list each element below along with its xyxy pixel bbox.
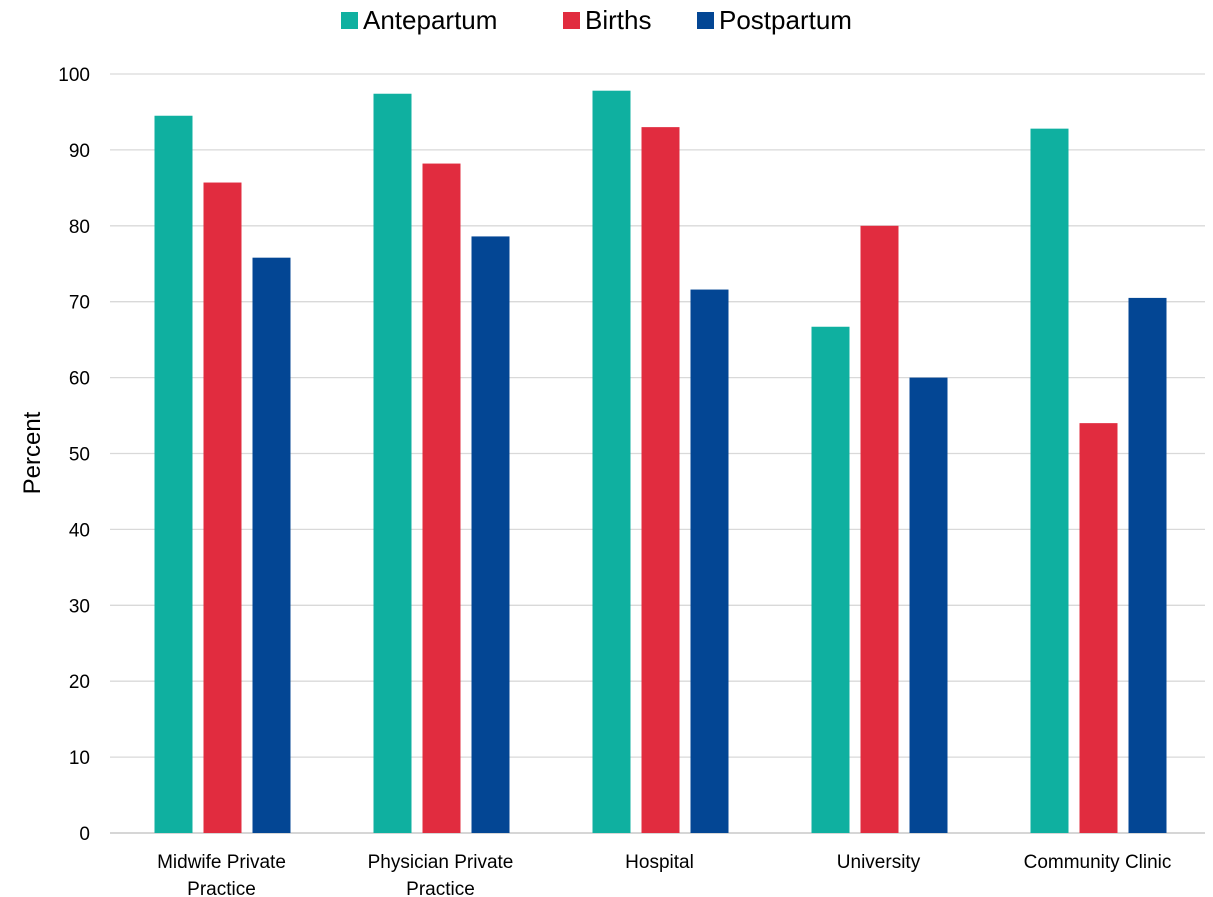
x-tick-label: Practice [187, 879, 256, 897]
bar-postpartum-3 [690, 289, 729, 833]
legend-label-postpartum: Postpartum [719, 5, 852, 35]
bar-births-1 [203, 182, 242, 834]
bar-postpartum-2 [471, 236, 510, 833]
legend-label-births: Births [585, 5, 651, 35]
y-axis-ticks: 0 10 20 30 40 50 60 70 80 90 100 [58, 65, 90, 845]
bar-births-4 [860, 225, 899, 834]
bar-postpartum-5 [1128, 297, 1167, 833]
y-tick-label: 30 [69, 596, 90, 617]
y-axis-title: Percent [19, 411, 46, 494]
legend-label-antepartum: Antepartum [363, 5, 497, 35]
x-tick-label: Midwife Private [157, 852, 286, 873]
bar-antepartum-4 [811, 326, 850, 833]
y-tick-label: 20 [69, 672, 90, 693]
y-tick-label: 80 [69, 217, 90, 238]
y-tick-label: 0 [79, 824, 90, 845]
bars [154, 90, 1167, 834]
legend-swatch-births [563, 12, 580, 29]
bar-antepartum-3 [592, 90, 631, 833]
y-tick-label: 70 [69, 293, 90, 314]
y-tick-label: 10 [69, 748, 90, 769]
chart-legend: Antepartum Births Postpartum [341, 5, 852, 35]
bar-antepartum-2 [373, 93, 412, 833]
y-tick-label: 60 [69, 369, 90, 390]
bar-antepartum-5 [1030, 128, 1069, 833]
bar-antepartum-1 [154, 115, 193, 834]
bar-births-5 [1079, 423, 1118, 833]
x-axis-labels: Midwife Private Practice Physician Private… [157, 852, 1171, 897]
y-tick-label: 100 [58, 65, 90, 86]
bar-births-2 [422, 163, 461, 833]
y-tick-label: 90 [69, 141, 90, 162]
x-tick-label: University [837, 852, 921, 873]
bar-postpartum-1 [252, 257, 291, 834]
legend-swatch-antepartum [341, 12, 358, 29]
x-tick-label: Physician Private [368, 852, 514, 873]
legend-swatch-postpartum [697, 12, 714, 29]
x-tick-label: Community Clinic [1024, 852, 1172, 873]
bar-postpartum-4 [909, 377, 948, 833]
x-tick-label: Practice [406, 879, 475, 897]
x-tick-label: Hospital [625, 852, 694, 873]
y-tick-label: 40 [69, 520, 90, 541]
y-tick-label: 50 [69, 445, 90, 466]
bar-births-3 [641, 127, 680, 833]
